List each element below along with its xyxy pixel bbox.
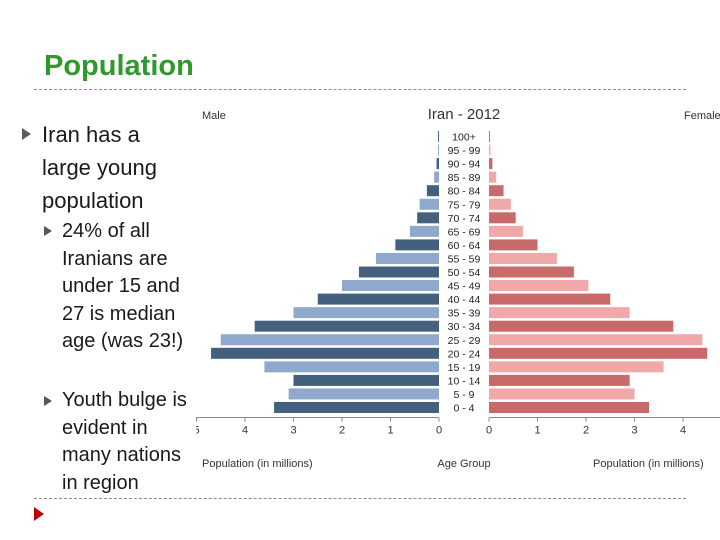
age-group-label: 35 - 39 bbox=[448, 308, 481, 320]
male-bar bbox=[264, 361, 439, 373]
age-group-label: 55 - 59 bbox=[448, 253, 481, 265]
age-group-label: 0 - 4 bbox=[453, 403, 474, 415]
female-bar bbox=[489, 239, 538, 251]
male-bar bbox=[317, 293, 439, 305]
age-group-label: 45 - 49 bbox=[448, 281, 481, 293]
male-bar bbox=[419, 198, 439, 210]
age-group-label: 20 - 24 bbox=[448, 348, 481, 360]
chart-title: Iran - 2012 bbox=[428, 106, 501, 123]
female-bar bbox=[489, 402, 650, 413]
female-tick-label: 4 bbox=[680, 425, 686, 437]
bullet-arrow-icon bbox=[44, 226, 52, 236]
female-bar bbox=[489, 144, 491, 156]
x-axis-label-center: Age Group bbox=[437, 458, 490, 470]
population-pyramid-chart: Male Iran - 2012 Female 100+95 - 99 90 - … bbox=[196, 106, 720, 470]
age-group-label: 50 - 54 bbox=[448, 267, 481, 279]
x-axis-label-male: Population (in millions) bbox=[202, 458, 313, 470]
female-bar bbox=[489, 334, 703, 346]
male-bar bbox=[220, 334, 439, 346]
female-bar bbox=[489, 185, 504, 197]
female-tick-label: 2 bbox=[583, 425, 589, 437]
female-bar bbox=[489, 171, 497, 183]
female-bar bbox=[489, 374, 630, 386]
male-bar bbox=[211, 347, 439, 359]
male-bar bbox=[438, 131, 439, 142]
male-bar bbox=[436, 158, 439, 170]
age-group-label: 90 - 94 bbox=[448, 159, 481, 171]
male-bar bbox=[293, 374, 439, 386]
female-bar bbox=[489, 131, 490, 142]
male-tick-label: 2 bbox=[339, 425, 345, 437]
male-bar bbox=[417, 212, 439, 224]
female-tick-label: 0 bbox=[486, 425, 492, 437]
male-tick-label: 3 bbox=[290, 425, 296, 437]
age-group-label: 25 - 29 bbox=[448, 335, 481, 347]
male-tick-label: 0 bbox=[436, 425, 442, 437]
female-bar bbox=[489, 307, 630, 319]
male-bar bbox=[426, 185, 439, 197]
age-group-label: 30 - 34 bbox=[448, 321, 481, 333]
male-bar bbox=[288, 388, 439, 400]
male-bar bbox=[254, 320, 439, 332]
age-group-label: 15 - 19 bbox=[448, 362, 481, 374]
female-tick-label: 3 bbox=[631, 425, 637, 437]
female-bar bbox=[489, 347, 708, 359]
slide-title: Population bbox=[44, 50, 194, 82]
female-bar bbox=[489, 252, 557, 264]
female-bar bbox=[489, 293, 611, 305]
age-group-label: 40 - 44 bbox=[448, 294, 481, 306]
age-group-label: 5 - 9 bbox=[453, 389, 474, 401]
female-tick-label: 1 bbox=[534, 425, 540, 437]
x-axis-label-female: Population (in millions) bbox=[593, 458, 704, 470]
male-bar bbox=[375, 252, 439, 264]
male-tick-label: 4 bbox=[242, 425, 248, 437]
red-bullet-arrow-icon bbox=[34, 507, 44, 521]
male-tick-label: 1 bbox=[387, 425, 393, 437]
age-group-label: 60 - 64 bbox=[448, 240, 481, 252]
male-bar bbox=[434, 171, 439, 183]
male-bar bbox=[409, 225, 439, 237]
male-bar bbox=[395, 239, 439, 251]
sub-bullet-1: 24% of all Iranians are under 15 and 27 … bbox=[62, 220, 184, 352]
top-divider bbox=[34, 89, 686, 90]
female-bar bbox=[489, 280, 589, 292]
age-group-label: 80 - 84 bbox=[448, 186, 481, 198]
bullet-arrow-icon bbox=[44, 396, 52, 406]
female-bar bbox=[489, 212, 516, 224]
male-bar bbox=[274, 402, 439, 413]
female-bar bbox=[489, 198, 511, 210]
bullet-arrow-icon bbox=[22, 128, 31, 140]
female-bar bbox=[489, 320, 674, 332]
age-group-label: 85 - 89 bbox=[448, 172, 481, 184]
male-tick-label: 5 bbox=[196, 425, 200, 437]
female-label: Female bbox=[684, 110, 720, 122]
main-bullet: Iran has a large young population bbox=[42, 122, 157, 213]
age-group-label: 95 - 99 bbox=[448, 145, 481, 157]
female-bar bbox=[489, 158, 493, 170]
age-group-label: 70 - 74 bbox=[448, 213, 481, 225]
sub-bullet-2: Youth bulge is evident in many nations i… bbox=[62, 389, 187, 494]
bottom-divider bbox=[34, 498, 686, 499]
male-bar bbox=[358, 266, 439, 278]
male-bar bbox=[293, 307, 439, 319]
male-bar bbox=[342, 280, 439, 292]
female-bar bbox=[489, 361, 664, 373]
age-group-label: 100+ bbox=[452, 132, 476, 144]
female-bar bbox=[489, 225, 523, 237]
male-bar bbox=[438, 144, 439, 156]
female-bar bbox=[489, 266, 574, 278]
age-group-label: 75 - 79 bbox=[448, 199, 481, 211]
male-label: Male bbox=[202, 110, 226, 122]
age-group-label: 10 - 14 bbox=[448, 375, 481, 387]
female-bar bbox=[489, 388, 635, 400]
age-group-label: 65 - 69 bbox=[448, 226, 481, 238]
